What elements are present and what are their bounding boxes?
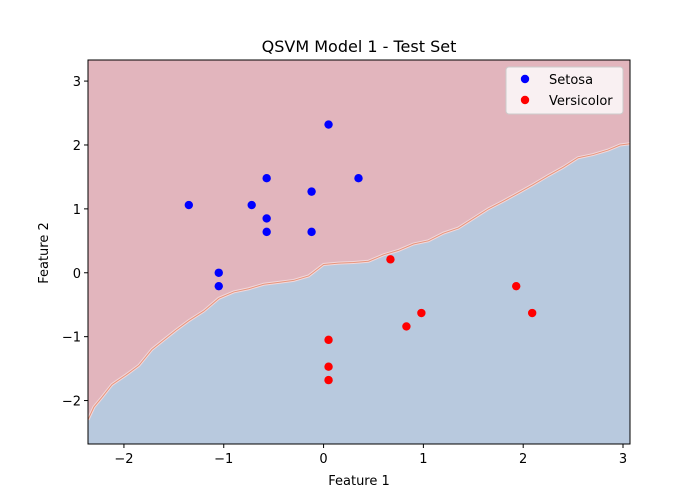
y-tick-label: 1 [73,203,81,218]
plot-area: −2 −1 0 1 2 3 −2 −1 0 1 2 3 [62,59,631,467]
region-setosa [88,60,630,420]
data-point-setosa [184,200,194,210]
axes-frame [87,59,631,445]
legend-label-setosa: Setosa [549,73,593,88]
data-point-versicolor [386,255,395,264]
data-point-versicolor [512,281,521,291]
data-point-setosa [214,268,223,277]
x-tick-label: 2 [519,452,527,467]
data-point-versicolor [527,308,537,318]
data-point-versicolor [402,322,411,331]
x-tick-label: 1 [419,452,427,467]
x-tick-label: 3 [619,452,627,467]
x-tick-label: 0 [319,452,327,467]
data-point-setosa [354,174,363,183]
y-tick-label: −2 [62,395,81,410]
x-axis-label: Feature 1 [328,474,390,489]
data-point-setosa [262,227,271,237]
y-axis-label: Feature 2 [37,222,52,284]
data-point-setosa [247,200,256,210]
legend: Setosa Versicolor [505,66,624,115]
data-point-versicolor [324,362,333,371]
chart-title: QSVM Model 1 - Test Set [262,37,457,56]
legend-marker-versicolor [520,95,530,105]
legend-box [505,66,624,115]
x-tick-label: −2 [114,452,133,467]
data-point-setosa [324,120,333,129]
series-versicolor [324,255,537,385]
x-tick-label: −1 [214,452,233,467]
data-point-setosa [307,187,316,196]
y-tick-label: −1 [62,331,81,346]
data-point-versicolor [324,375,333,385]
legend-marker-setosa [520,74,530,84]
decision-regions [88,60,630,444]
series-setosa [184,120,363,291]
data-point-versicolor [417,308,426,318]
y-tick-label: 0 [73,267,81,282]
data-point-setosa [262,214,271,223]
data-point-versicolor [324,335,333,345]
legend-label-versicolor: Versicolor [549,94,613,109]
y-tick-label: 2 [73,139,81,154]
data-point-setosa [262,174,271,183]
y-tick-label: 3 [73,75,81,90]
data-point-setosa [214,281,223,291]
decision-boundary-line [88,143,630,420]
data-point-setosa [307,227,316,237]
